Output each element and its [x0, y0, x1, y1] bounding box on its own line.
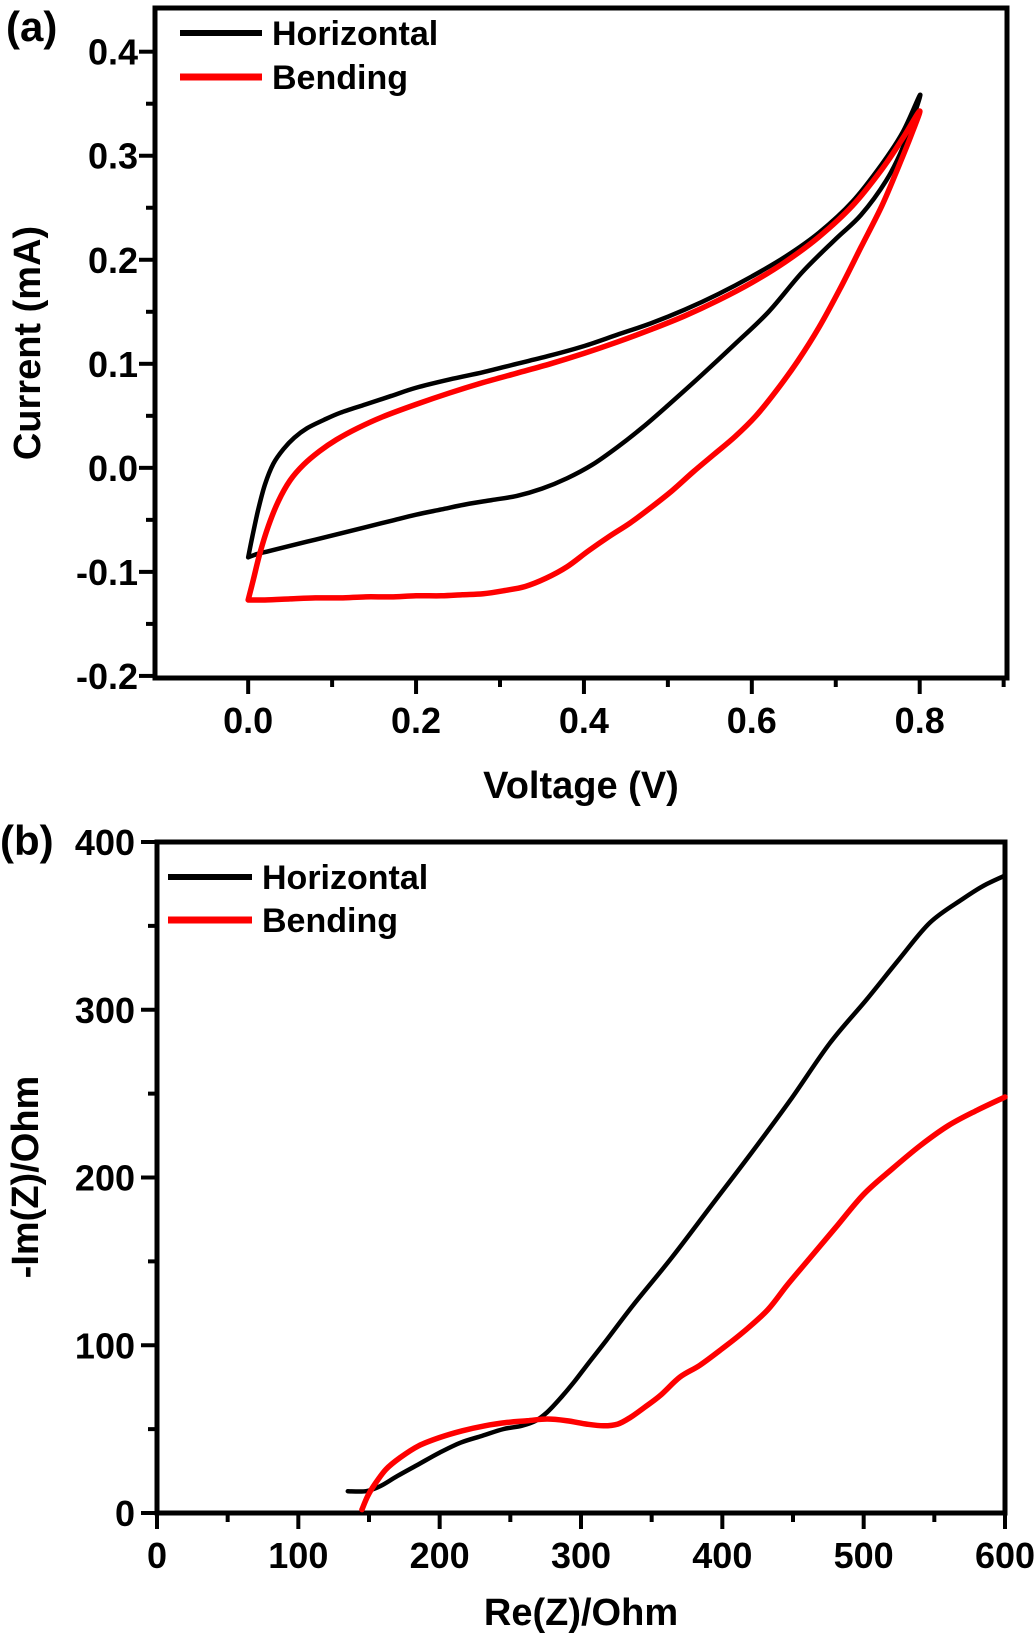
nyquist-x-tick-label: 300	[551, 1535, 611, 1576]
panel-b-label: (b)	[0, 817, 54, 864]
panel-a-label: (a)	[6, 3, 58, 50]
nyquist-y-axis-title: -Im(Z)/Ohm	[5, 1076, 47, 1279]
nyquist-x-tick-label: 600	[975, 1535, 1034, 1576]
nyquist-x-tick-label: 0	[147, 1535, 167, 1576]
legend-item-horizontal: Horizontal	[168, 859, 428, 897]
legend-label-horizontal: Horizontal	[272, 15, 438, 53]
series-bending-curve	[359, 1094, 1008, 1513]
legend-label-horizontal: Horizontal	[262, 859, 428, 897]
nyquist-y-tick-label: 400	[75, 822, 135, 863]
cv-curve-y-tick-label: 0.1	[88, 344, 138, 385]
nyquist-x-tick-label: 400	[692, 1535, 752, 1576]
cv-curve-x-tick-label: 0.6	[727, 700, 777, 741]
cv-curve-x-tick-label: 0.4	[559, 700, 609, 741]
cv-curve-y-axis-title: Current (mA)	[7, 226, 49, 460]
cv-curve-y-tick-label: 0.4	[88, 32, 138, 73]
cv-curve-plot-frame	[152, 5, 1010, 681]
series-horizontal-curve	[245, 92, 923, 560]
cv-curve-x-axis-title: Voltage (V)	[483, 765, 679, 807]
cv-curve-y-tick-label: 0.2	[88, 240, 138, 281]
cv-curve-y-tick-label: 0.0	[88, 448, 138, 489]
legend-item-bending: Bending	[180, 59, 408, 97]
legend-item-bending: Bending	[168, 902, 398, 940]
nyquist-y-tick-label: 300	[75, 990, 135, 1031]
cv-curve-panel: 0.0 0.2 0.4 0.6 0.8 0.4 0.3 0.2 0.1 0.0 -0.1 -0.2 Ho…	[7, 5, 1010, 807]
nyquist-y-tick-label: 100	[75, 1325, 135, 1366]
nyquist-x-axis-title: Re(Z)/Ohm	[484, 1592, 678, 1634]
series-bending-curve	[245, 108, 923, 603]
nyquist-panel: 0 100 200 300 400 500 600 400 300 200 100 0 Horizont…	[5, 822, 1034, 1634]
nyquist-y-tick-label: 0	[115, 1493, 135, 1534]
legend-item-horizontal: Horizontal	[180, 15, 438, 53]
nyquist-y-tick-label: 200	[75, 1158, 135, 1199]
nyquist-x-tick-label: 100	[268, 1535, 328, 1576]
nyquist-plot-frame	[154, 839, 1008, 1516]
nyquist-x-tick-label: 500	[834, 1535, 894, 1576]
cv-curve-y-tick-label: 0.3	[88, 136, 138, 177]
legend-label-bending: Bending	[272, 59, 408, 97]
legend-label-bending: Bending	[262, 902, 398, 940]
cv-curve-x-tick-label: 0.2	[391, 700, 441, 741]
cv-curve-x-tick-label: 0.8	[895, 700, 945, 741]
nyquist-x-tick-label: 200	[410, 1535, 470, 1576]
cv-curve-y-tick-label: -0.2	[76, 656, 138, 697]
series-horizontal-curve	[345, 873, 1008, 1494]
cv-curve-y-tick-label: -0.1	[76, 552, 138, 593]
cv-curve-x-tick-label: 0.0	[223, 700, 273, 741]
